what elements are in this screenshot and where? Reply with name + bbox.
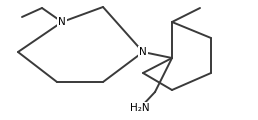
Text: N: N <box>139 47 147 57</box>
Text: H₂N: H₂N <box>130 103 150 113</box>
Text: N: N <box>58 17 66 27</box>
